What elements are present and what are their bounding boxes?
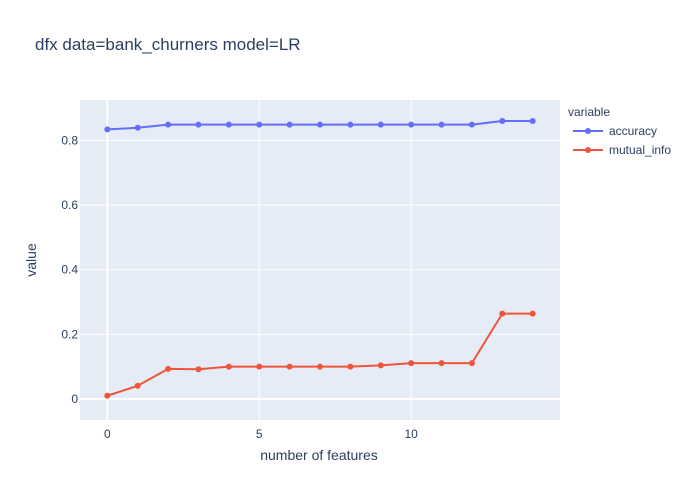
data-point-mutual-info bbox=[468, 360, 475, 367]
legend-title: variable bbox=[568, 105, 610, 119]
data-point-mutual-info bbox=[286, 363, 293, 370]
data-point-accuracy bbox=[225, 121, 232, 128]
legend-item-mutual-info[interactable]: mutual_info bbox=[573, 143, 671, 157]
data-point-accuracy bbox=[256, 121, 263, 128]
legend-item-accuracy[interactable]: accuracy bbox=[573, 124, 657, 138]
grid-lines bbox=[80, 100, 560, 420]
legend-marker-accuracy bbox=[585, 128, 591, 134]
data-point-mutual-info bbox=[438, 360, 445, 367]
data-point-mutual-info bbox=[104, 392, 111, 399]
data-point-accuracy bbox=[438, 121, 445, 128]
data-point-mutual-info bbox=[347, 363, 354, 370]
x-tick-label: 10 bbox=[404, 427, 418, 441]
data-point-mutual-info bbox=[499, 310, 506, 317]
legend-label-mutual-info: mutual_info bbox=[609, 143, 671, 157]
y-axis-title: value bbox=[23, 243, 39, 277]
legend-label-accuracy: accuracy bbox=[609, 124, 657, 138]
data-point-mutual-info bbox=[225, 363, 232, 370]
data-point-mutual-info bbox=[195, 366, 202, 373]
y-tick-label: 0.4 bbox=[61, 263, 78, 277]
data-point-accuracy bbox=[286, 121, 293, 128]
data-point-accuracy bbox=[195, 121, 202, 128]
data-point-accuracy bbox=[529, 118, 536, 125]
data-point-mutual-info bbox=[134, 382, 141, 389]
data-point-mutual-info bbox=[317, 363, 323, 370]
data-point-accuracy bbox=[165, 121, 172, 128]
series-layer bbox=[104, 118, 536, 399]
x-tick-label: 5 bbox=[256, 427, 263, 441]
data-point-mutual-info bbox=[408, 360, 415, 367]
plot-area bbox=[80, 100, 560, 420]
legend: variable accuracy mutual_info bbox=[568, 105, 671, 157]
legend-marker-mutual-info bbox=[585, 147, 591, 153]
y-tick-label: 0.8 bbox=[61, 133, 78, 147]
y-tick-label: 0.6 bbox=[61, 198, 78, 212]
data-point-accuracy bbox=[317, 121, 323, 128]
data-point-mutual-info bbox=[377, 362, 384, 369]
data-point-mutual-info bbox=[165, 365, 172, 372]
y-tick-label: 0 bbox=[71, 392, 78, 406]
data-point-accuracy bbox=[468, 121, 475, 128]
data-point-accuracy bbox=[134, 124, 141, 131]
tick-labels: 0 5 10 0 0.2 0.4 0.6 0.8 bbox=[61, 133, 418, 441]
data-point-accuracy bbox=[377, 121, 384, 128]
data-point-mutual-info bbox=[256, 363, 263, 370]
data-point-mutual-info bbox=[529, 310, 536, 317]
x-tick-label: 0 bbox=[104, 427, 111, 441]
data-point-accuracy bbox=[499, 118, 506, 125]
chart-title: dfx data=bank_churners model=LR bbox=[35, 35, 301, 54]
data-point-accuracy bbox=[408, 121, 415, 128]
y-tick-label: 0.2 bbox=[61, 327, 78, 341]
x-axis-title: number of features bbox=[260, 447, 378, 463]
data-point-accuracy bbox=[347, 121, 354, 128]
data-point-accuracy bbox=[104, 126, 111, 133]
